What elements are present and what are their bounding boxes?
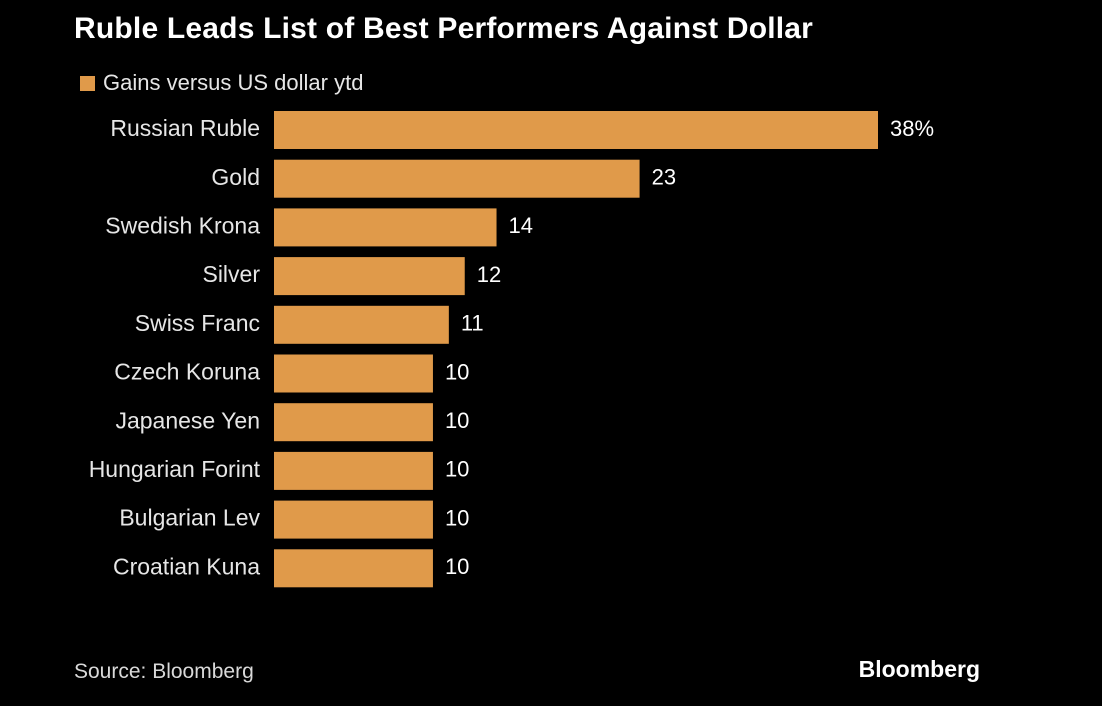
category-label: Bulgarian Lev (119, 505, 260, 531)
bar (274, 403, 433, 442)
bar (274, 257, 465, 296)
category-label: Croatian Kuna (113, 553, 260, 579)
category-label: Swedish Krona (105, 212, 260, 238)
category-label: Japanese Yen (115, 407, 260, 433)
bar (274, 549, 433, 588)
value-label: 10 (445, 457, 469, 482)
value-label: 10 (445, 505, 469, 530)
legend-label: Gains versus US dollar ytd (103, 70, 364, 95)
category-label: Russian Ruble (110, 115, 260, 141)
category-label: Swiss Franc (135, 310, 260, 336)
legend-swatch (80, 75, 95, 91)
bar (274, 354, 433, 393)
value-label: 12 (477, 262, 501, 287)
bar (274, 305, 449, 344)
category-label: Hungarian Forint (89, 456, 261, 482)
category-label: Czech Koruna (114, 359, 260, 385)
legend: Gains versus US dollar ytd (80, 70, 363, 96)
bloomberg-logo: Bloomberg (858, 656, 980, 682)
value-label: 38% (890, 116, 934, 141)
value-label: 10 (445, 408, 469, 433)
bar (274, 208, 497, 247)
value-label: 23 (652, 165, 676, 190)
value-label: 11 (461, 311, 484, 336)
source-note: Source: Bloomberg (74, 660, 254, 683)
value-label: 10 (445, 359, 469, 384)
category-label: Silver (202, 261, 260, 287)
bar (274, 451, 433, 490)
bar (274, 111, 878, 149)
chart-title: Ruble Leads List of Best Performers Agai… (74, 12, 814, 45)
value-label: 10 (445, 554, 469, 579)
bar (274, 500, 433, 539)
bar (274, 159, 640, 198)
value-label: 14 (509, 213, 533, 238)
category-label: Gold (211, 164, 260, 190)
